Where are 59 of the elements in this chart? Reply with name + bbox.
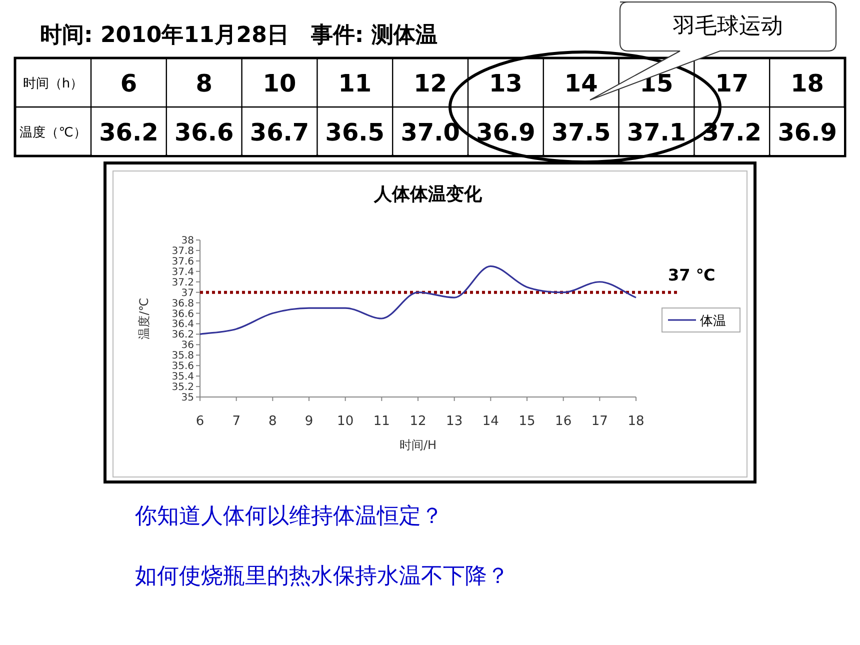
x-tick-label: 9 [304, 414, 314, 429]
x-tick-label: 11 [338, 70, 372, 98]
data-label: 37.0 [400, 118, 460, 146]
x-tick-label: 13 [446, 414, 463, 429]
x-tick-label: 17 [715, 70, 749, 98]
data-label: 37.2 [702, 118, 762, 146]
legend-label: 体温 [700, 314, 726, 329]
x-tick-label: 13 [488, 70, 522, 98]
y-tick-label: 36.2 [172, 330, 194, 341]
x-tick-label: 18 [628, 414, 644, 429]
x-tick-label: 15 [518, 414, 536, 429]
y-tick-label: 36.6 [172, 308, 194, 320]
ref-line-label: 37 ℃ [668, 265, 716, 284]
y-tick-label: 35.8 [172, 350, 194, 362]
x-tick-label: 14 [482, 414, 499, 429]
y-tick-label: 37.8 [172, 246, 194, 257]
y-tick-label: 38 [181, 236, 194, 246]
y-tick-label: 温度（℃） [20, 124, 86, 140]
x-tick-label: 12 [414, 70, 448, 98]
text: 如何使烧瓶里的热水保持水温不下降？ [135, 564, 509, 589]
x-axis-title: 时间（h） [22, 76, 84, 92]
x-tick-label: 18 [790, 70, 824, 98]
x-tick-label: 10 [262, 70, 296, 98]
y-axis-title: 温度/℃ [137, 298, 151, 340]
y-tick-label: 35.2 [172, 382, 194, 394]
y-tick-label: 36.4 [172, 319, 194, 330]
y-tick-label: 35.4 [172, 372, 194, 383]
x-tick-label: 10 [337, 414, 354, 429]
line-series [199, 265, 637, 335]
x-tick-label: 11 [373, 414, 390, 429]
data-label: 36.9 [778, 118, 837, 146]
chart-title: 人体体温变化 [373, 184, 483, 205]
y-tick-label: 37.6 [172, 256, 194, 268]
x-tick-label: 8 [196, 70, 212, 98]
x-tick-label: 6 [196, 414, 204, 429]
y-tick-label: 35.6 [172, 361, 194, 372]
y-tick-label: 36 [181, 340, 194, 352]
x-axis-title: 时间/H [399, 438, 437, 452]
data-label: 36.2 [99, 118, 158, 146]
text: 羽毛球运动 [672, 14, 783, 39]
chart-title: 时间: 2010年11月28日 事件: 测体温 [40, 23, 438, 48]
data-label: 36.9 [476, 118, 536, 146]
x-tick-label: 8 [268, 414, 277, 429]
x-tick-label: 12 [410, 414, 426, 429]
x-tick-label: 7 [232, 414, 240, 429]
data-label: 37.1 [626, 118, 686, 146]
y-tick-label: 37 [181, 288, 194, 299]
text: 你知道人体何以维持体温恒定？ [134, 504, 443, 529]
y-tick-label: 36.8 [172, 298, 194, 310]
x-tick-label: 17 [591, 414, 608, 429]
data-label: 36.7 [250, 118, 310, 146]
y-tick-label: 37.2 [172, 277, 194, 288]
data-label: 36.5 [325, 118, 385, 146]
x-tick-label: 14 [564, 70, 598, 98]
x-tick-label: 6 [120, 70, 138, 98]
data-label: 37.5 [551, 118, 611, 146]
y-tick-label: 35 [181, 392, 194, 404]
y-tick-label: 37.4 [172, 266, 194, 278]
x-tick-label: 16 [555, 414, 572, 429]
